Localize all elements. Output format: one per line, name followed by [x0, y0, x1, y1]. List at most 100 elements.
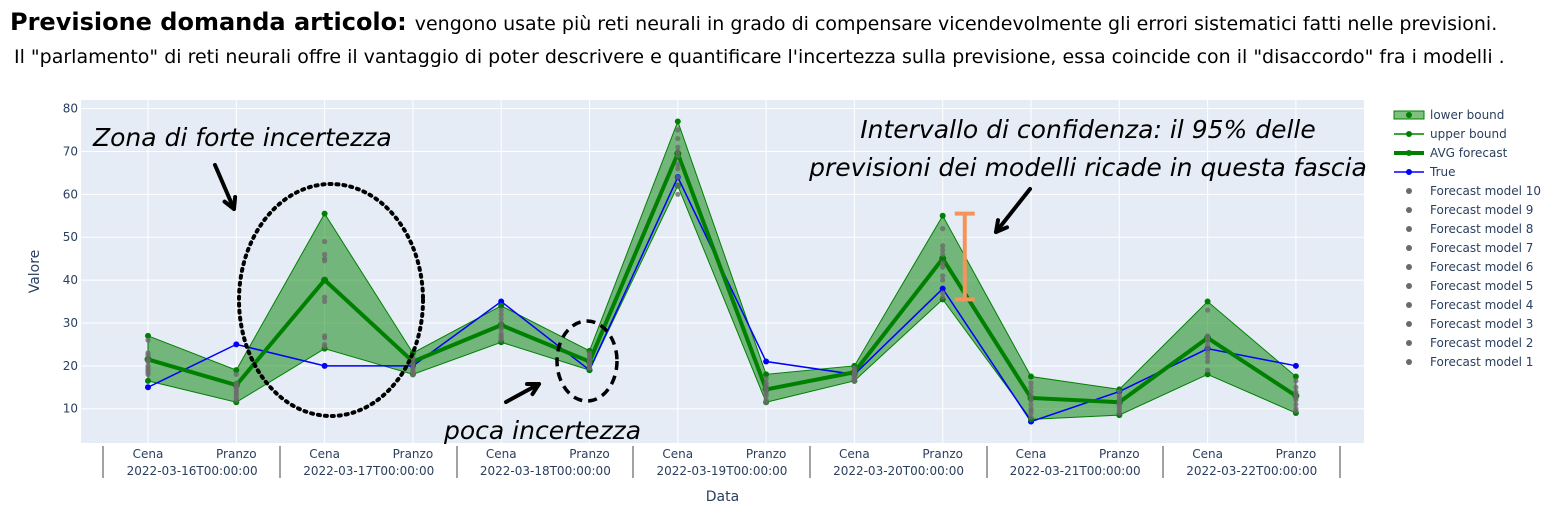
- forecast-model-point: [498, 316, 504, 322]
- forecast-model-point: [1028, 414, 1034, 420]
- forecast-model-point: [1205, 337, 1211, 343]
- x-tick-label: Cena: [133, 447, 164, 461]
- arrow-zona-head: [222, 195, 238, 211]
- forecast-model-point: [675, 191, 681, 197]
- x-tick-label: Cena: [1016, 447, 1047, 461]
- legend-label: Forecast model 5: [1430, 279, 1533, 293]
- subtitle: Il "parlamento" di reti neurali offre il…: [14, 46, 1505, 68]
- forecast-model-point: [675, 166, 681, 172]
- legend[interactable]: lower bound upper bound AVG forecast True Fo…: [1393, 108, 1541, 369]
- legend-label: Forecast model 3: [1430, 317, 1533, 331]
- true-point: [763, 358, 770, 365]
- forecast-model-point: [498, 307, 504, 313]
- lower-bound-point: [145, 377, 151, 384]
- forecast-model-point: [1028, 388, 1034, 395]
- model-points: [145, 127, 1299, 420]
- x-group-label: 2022-03-22T00:00:00: [1186, 464, 1317, 478]
- forecast-model-point: [675, 174, 681, 180]
- arrow-intervallo-head: [994, 218, 1010, 234]
- true-point: [498, 298, 505, 305]
- avg-forecast-line: [147, 148, 1297, 405]
- legend-model-marker: [1406, 302, 1412, 308]
- legend-lower-bound-marker: [1406, 112, 1412, 118]
- forecast-model-point: [675, 183, 681, 189]
- upper-bound-point: [763, 371, 770, 378]
- lower-bound-point: [1204, 371, 1211, 378]
- legend-label: Forecast model 8: [1430, 222, 1533, 236]
- x-tick-label: Pranzo: [922, 447, 963, 461]
- forecast-model-point: [1205, 354, 1211, 360]
- x-tick-label: Cena: [1192, 447, 1223, 461]
- x-group-label: 2022-03-20T00:00:00: [833, 464, 964, 478]
- true-point: [145, 384, 151, 391]
- y-tick-label: 70: [63, 144, 78, 158]
- forecast-model-point: [940, 260, 946, 266]
- forecast-model-point: [145, 358, 151, 365]
- legend-label: Forecast model 10: [1430, 184, 1541, 198]
- y-tick-label: 30: [63, 316, 78, 330]
- title-description: vengono usate più reti neurali in grado …: [414, 13, 1498, 35]
- legend-label: Forecast model 7: [1430, 241, 1533, 255]
- forecast-model-point: [675, 153, 681, 159]
- legend-model-marker: [1406, 283, 1412, 289]
- forecast-model-point: [675, 148, 681, 155]
- forecast-model-point: [1028, 393, 1034, 399]
- forecast-model-point: [322, 258, 328, 264]
- forecast-model-point: [1028, 380, 1034, 386]
- x-tick-label: Cena: [662, 447, 693, 461]
- forecast-model-point: [940, 226, 946, 232]
- forecast-model-point: [1205, 346, 1211, 352]
- forecast-model-point: [322, 238, 328, 245]
- legend-label: Forecast model 2: [1430, 336, 1533, 350]
- true-point: [233, 341, 240, 348]
- true-point: [939, 285, 946, 292]
- forecast-model-point: [322, 335, 328, 341]
- avg-forecast-point: [321, 276, 329, 284]
- x-tick-label: Pranzo: [746, 447, 787, 461]
- forecast-model-point: [498, 311, 504, 317]
- forecast-model-point: [763, 376, 769, 382]
- forecast-model-point: [763, 393, 769, 399]
- x-tick-label: Pranzo: [393, 447, 434, 461]
- y-tick-label: 60: [63, 187, 78, 201]
- forecast-model-point: [1028, 384, 1034, 390]
- forecast-model-point: [940, 273, 946, 279]
- high-uncertainty-ellipse: [237, 182, 425, 418]
- upper-bound-point: [498, 302, 505, 309]
- x-group-label: 2022-03-17T00:00:00: [303, 464, 434, 478]
- legend-model-marker: [1406, 188, 1412, 194]
- forecast-model-point: [940, 264, 946, 270]
- forecast-model-point: [233, 397, 239, 403]
- legend-label: lower bound: [1430, 108, 1504, 122]
- upper-bound-point: [1028, 373, 1034, 380]
- forecast-model-point: [1293, 408, 1299, 414]
- arrow-poca-head: [525, 381, 541, 397]
- legend-label: upper bound: [1430, 127, 1507, 141]
- upper-bound-point: [1292, 373, 1299, 380]
- forecast-model-point: [498, 337, 504, 343]
- forecast-model-point: [410, 371, 416, 377]
- y-tick-label: 10: [63, 402, 78, 416]
- x-tick-label: Cena: [839, 447, 870, 461]
- forecast-model-point: [940, 247, 946, 253]
- annotation-zona: Zona di forte incertezza: [92, 123, 392, 152]
- avg-forecast-point: [939, 255, 947, 263]
- x-tick-label: Pranzo: [216, 447, 257, 461]
- forecast-model-point: [675, 144, 681, 150]
- legend-series-marker: [1406, 150, 1412, 156]
- legend-model-marker: [1406, 226, 1412, 232]
- legend-model-marker: [1406, 264, 1412, 270]
- forecast-model-point: [1205, 367, 1211, 373]
- forecast-model-point: [145, 371, 151, 377]
- annotations: Zona di forte incertezza poca incertezza I…: [92, 115, 1367, 445]
- forecast-model-point: [145, 337, 151, 343]
- x-axis-title: Data: [706, 489, 739, 505]
- legend-series-marker: [1406, 131, 1412, 137]
- title-bold: Previsione domanda articolo:: [10, 8, 407, 36]
- y-tick-label: 80: [63, 102, 78, 116]
- legend-label: True: [1429, 165, 1456, 179]
- x-group-label: 2022-03-21T00:00:00: [1010, 464, 1141, 478]
- legend-label: Forecast model 6: [1430, 260, 1533, 274]
- upper-bound-point: [233, 367, 240, 374]
- y-axis-title: Valore: [27, 250, 43, 294]
